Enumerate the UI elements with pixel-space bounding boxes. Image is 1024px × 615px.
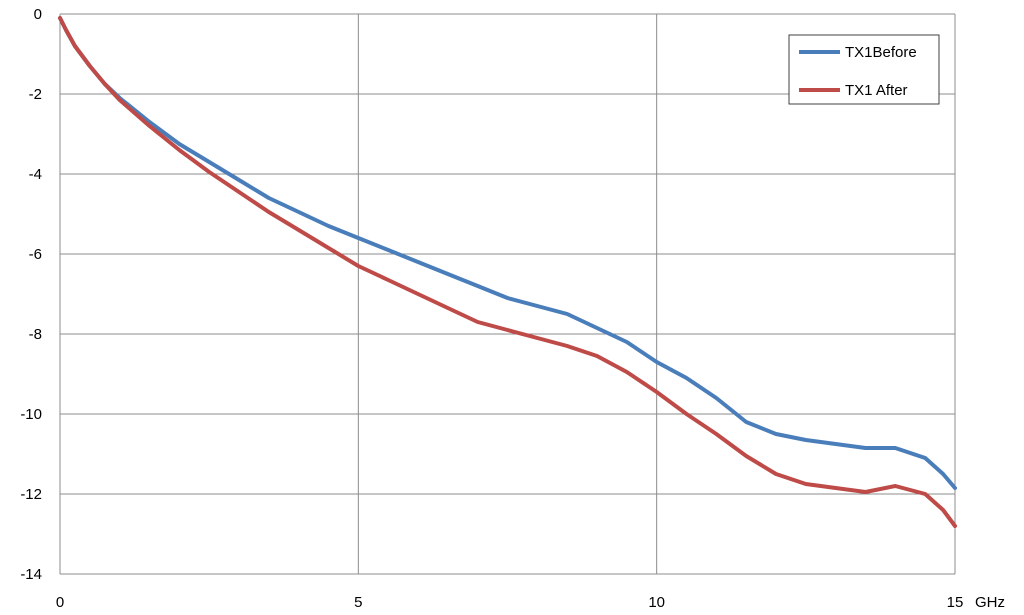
y-tick-labels: 0 -2 -4 -6 -8 -10 -12 -14 [20,6,42,583]
series-lines [58,16,957,528]
x-tick-label: 5 [354,594,362,611]
series-line-tx1before [58,16,957,490]
y-tick-label: -10 [20,406,42,423]
series-line-tx1after [58,16,957,528]
plot-area [60,14,955,574]
y-tick-label: -8 [29,326,42,343]
legend-box [788,34,940,105]
x-tick-label: 10 [648,594,665,611]
legend-label-tx1after: TX1 After [845,82,908,99]
y-tick-label: -14 [20,566,42,583]
y-tick-label: -4 [29,166,42,183]
x-tick-label: 15 [947,594,964,611]
x-unit-label: GHz [975,594,1005,611]
y-tick-label: -2 [29,86,42,103]
y-tick-label: 0 [34,6,42,23]
y-tick-label: -6 [29,246,42,263]
x-tick-labels: 0 5 10 15 [56,594,964,611]
legend: TX1Before TX1 After [788,34,940,105]
x-tick-label: 0 [56,594,64,611]
axes [59,14,955,575]
legend-label-tx1before: TX1Before [845,44,917,61]
y-tick-label: -12 [20,486,42,503]
